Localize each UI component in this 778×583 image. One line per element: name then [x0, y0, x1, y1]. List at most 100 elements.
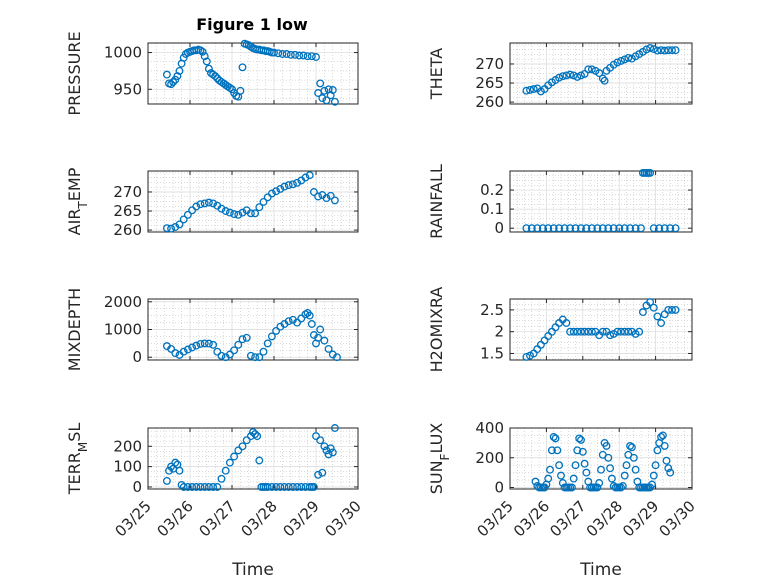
data-point	[278, 50, 287, 58]
data-point	[575, 434, 584, 443]
data-point	[638, 308, 647, 317]
data-point	[263, 483, 272, 491]
data-point	[204, 339, 213, 348]
data-point	[646, 168, 655, 177]
data-point	[578, 447, 587, 456]
y-tick-label: 1.5	[480, 344, 504, 362]
data-point	[613, 58, 622, 67]
y-axis-label: RAINFALL	[427, 164, 446, 239]
data-point	[196, 483, 205, 491]
data-point	[209, 340, 218, 349]
y-axis-label: TERRMSL	[65, 423, 90, 496]
data-point	[557, 471, 565, 480]
data-point	[255, 456, 264, 465]
data-point	[238, 208, 247, 217]
data-point	[626, 441, 635, 450]
data-point	[318, 468, 327, 477]
data-point	[330, 97, 339, 106]
data-point	[309, 188, 318, 196]
data-point	[582, 468, 591, 477]
data-point	[316, 79, 325, 88]
data-series	[522, 298, 680, 361]
data-point	[284, 317, 293, 326]
data-point	[175, 66, 184, 75]
data-point	[637, 224, 645, 233]
data-point	[316, 436, 325, 445]
y-tick-label: 270	[113, 183, 142, 201]
data-point	[540, 336, 549, 345]
data-series	[522, 168, 680, 233]
data-point	[577, 327, 585, 336]
data-point	[653, 446, 662, 455]
data-point	[320, 86, 329, 95]
data-point	[620, 224, 629, 233]
y-axis-label: H2OMIXRA	[427, 287, 446, 373]
data-point	[314, 333, 323, 342]
data-point	[286, 50, 295, 59]
y-tick-label: 400	[475, 419, 504, 437]
x-tick-label: 03/26	[510, 497, 553, 540]
data-point	[549, 224, 558, 233]
data-point	[314, 470, 323, 479]
x-tick-label: 03/28	[238, 497, 281, 540]
data-point	[293, 483, 302, 491]
data-point	[646, 44, 655, 52]
data-point	[267, 189, 276, 198]
data-point	[655, 224, 664, 233]
data-point	[580, 327, 589, 336]
data-point	[225, 350, 234, 359]
axes-box	[147, 42, 359, 105]
data-point	[624, 53, 633, 62]
y-tick-label: 260	[475, 93, 504, 111]
data-point	[183, 345, 192, 354]
data-point	[312, 432, 320, 441]
data-point	[646, 298, 655, 307]
data-point	[651, 461, 660, 470]
data-point	[255, 353, 264, 362]
data-point	[301, 173, 310, 182]
data-point	[660, 441, 669, 450]
data-point	[593, 224, 602, 233]
data-point	[288, 483, 297, 491]
data-point	[604, 453, 613, 462]
data-point	[618, 482, 627, 490]
subplot-1: 950 1000 PRESSURE	[65, 31, 359, 116]
data-point	[613, 327, 622, 336]
data-point	[284, 181, 293, 190]
data-point	[522, 86, 531, 95]
y-tick-label: 270	[475, 55, 504, 73]
data-point	[544, 332, 553, 340]
data-point	[627, 443, 636, 452]
data-point	[318, 94, 327, 103]
data-point	[529, 85, 538, 94]
data-point	[668, 305, 676, 314]
data-point	[555, 73, 564, 82]
data-point	[668, 46, 676, 55]
y-tick-label: 200	[475, 449, 504, 467]
y-tick-label: 0.2	[480, 181, 504, 199]
y-tick-label: 260	[113, 221, 142, 239]
data-point	[330, 196, 339, 205]
data-point	[225, 83, 234, 92]
data-point	[209, 199, 218, 208]
data-point	[236, 86, 245, 95]
data-point	[246, 209, 255, 218]
y-tick-label: 950	[113, 80, 142, 98]
data-point	[263, 339, 272, 348]
data-point	[238, 442, 247, 451]
data-point	[606, 331, 615, 340]
data-point	[217, 351, 226, 360]
data-point	[653, 312, 662, 321]
data-point	[531, 477, 540, 486]
data-point	[558, 72, 567, 81]
data-point	[567, 483, 576, 492]
data-point	[631, 224, 640, 233]
data-point	[251, 353, 260, 362]
axes-box	[147, 427, 359, 490]
data-point	[200, 339, 209, 348]
data-point	[196, 339, 205, 348]
data-point	[622, 461, 631, 470]
y-axis-label: AIRTEMP	[65, 167, 90, 235]
data-point	[326, 191, 335, 200]
